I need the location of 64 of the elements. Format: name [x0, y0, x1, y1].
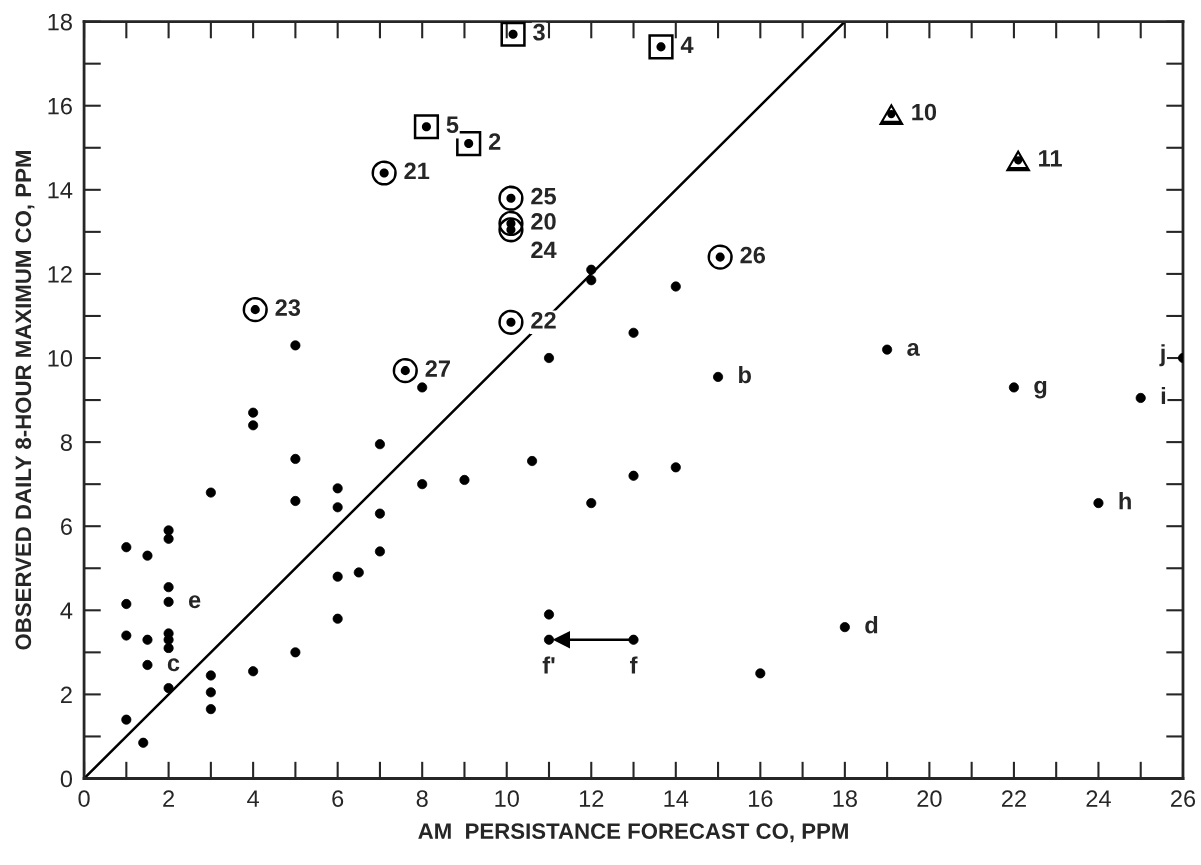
- annotation: f: [630, 656, 638, 674]
- annotation: a: [907, 343, 920, 356]
- x-tick-label: 22: [1001, 790, 1026, 807]
- y-tick-label: 18: [48, 13, 72, 31]
- point: [371, 160, 397, 186]
- annotation: 4: [680, 36, 694, 53]
- annotation: 23: [275, 299, 301, 317]
- x-tick-label: 18: [833, 790, 857, 807]
- point: [878, 103, 904, 126]
- x-tick-label: 14: [664, 790, 689, 807]
- annotation: 24: [531, 241, 557, 259]
- point: [498, 217, 524, 243]
- annotation: 27: [425, 360, 450, 377]
- annotation: h: [1119, 492, 1131, 510]
- annotation: 21: [404, 162, 430, 180]
- annotation: b: [739, 365, 751, 384]
- annotation: f': [542, 656, 555, 674]
- x-tick-label: 12: [579, 790, 604, 807]
- annotation: 5: [446, 116, 459, 134]
- point: [413, 114, 440, 140]
- annotation: 2: [488, 133, 501, 150]
- point: [498, 309, 524, 335]
- y-tick-label: 16: [48, 97, 72, 115]
- x-axis-title: AM PERSISTANCE FORECAST CO, PPM: [418, 823, 848, 843]
- annotation: 26: [740, 246, 766, 264]
- point: [648, 34, 674, 60]
- x-tick-label: 10: [495, 790, 519, 807]
- y-tick-label: 4: [60, 602, 73, 619]
- annotation: j: [1159, 344, 1165, 367]
- annotation: 25: [531, 187, 557, 205]
- y-tick-label: 2: [61, 686, 72, 703]
- y-tick-label: 8: [60, 434, 72, 451]
- annotation: 22: [531, 311, 556, 329]
- annotation: c: [167, 658, 180, 672]
- annotation: g: [1034, 380, 1047, 399]
- y-tick-label: 14: [48, 182, 73, 199]
- y-axis-title: OBSERVED DAILY 8-HOUR MAXIMUM CO, PPM: [15, 151, 35, 650]
- x-tick-label: 24: [1086, 790, 1111, 807]
- annotation: 20: [531, 213, 556, 230]
- y-tick-label: 12: [48, 265, 72, 283]
- x-tick-label: 0: [78, 790, 90, 807]
- annotation: 10: [912, 103, 937, 121]
- x-tick-label: 6: [332, 790, 344, 807]
- y-tick-label: 0: [60, 770, 73, 788]
- point: [498, 185, 524, 211]
- point: [1005, 149, 1031, 172]
- x-tick-label: 4: [247, 790, 260, 807]
- point: [707, 244, 733, 270]
- x-tick-label: 26: [1171, 790, 1196, 807]
- x-tick-label: 2: [163, 790, 174, 807]
- x-tick-label: 20: [917, 790, 942, 807]
- annotation: d: [865, 616, 878, 634]
- x-tick-label: 8: [416, 790, 428, 807]
- point: [500, 21, 526, 47]
- point: [242, 297, 268, 323]
- annotation: 3: [533, 23, 545, 41]
- point: [553, 631, 571, 649]
- annotation: i: [1161, 386, 1166, 405]
- y-tick-label: 6: [61, 518, 72, 535]
- annotation: 11: [1039, 150, 1062, 167]
- point: [392, 358, 418, 384]
- annotation: e: [188, 595, 201, 609]
- y-tick-label: 10: [48, 350, 73, 367]
- x-tick-label: 16: [749, 790, 773, 807]
